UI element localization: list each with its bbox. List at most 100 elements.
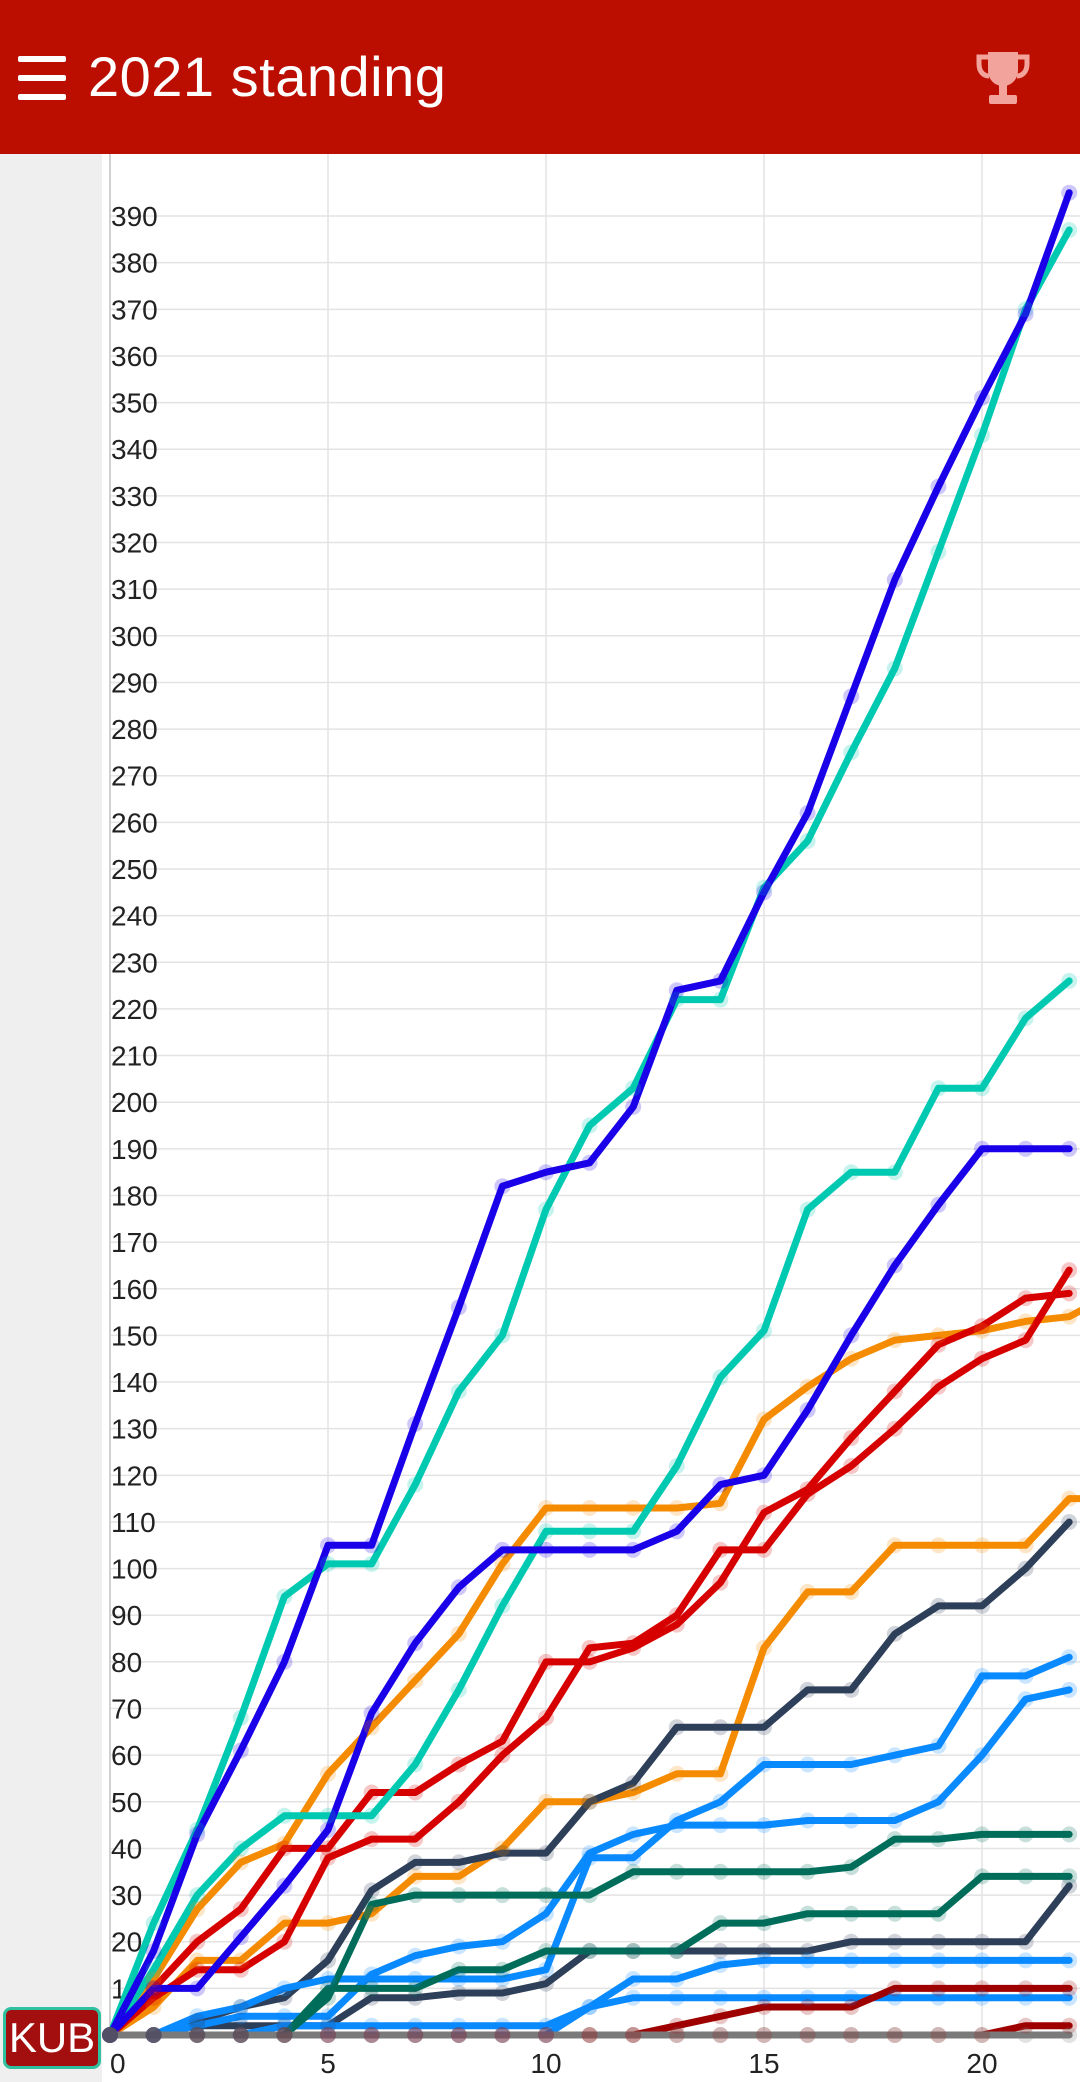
data-point — [625, 1784, 642, 1801]
x-tick-label: 5 — [320, 2048, 336, 2079]
data-point — [974, 1933, 990, 1950]
data-point — [1061, 1980, 1078, 1997]
data-point — [276, 2027, 293, 2043]
y-tick-label: 220 — [111, 994, 158, 1025]
data-point — [232, 2027, 249, 2043]
page-title: 2021 standing — [88, 45, 447, 108]
data-point — [886, 1332, 903, 1349]
data-point — [145, 2027, 162, 2043]
data-point — [102, 2027, 118, 2043]
menu-button[interactable] — [14, 50, 70, 106]
series-line-8[interactable] — [106, 1518, 1073, 2039]
data-point — [450, 1756, 467, 1773]
data-point — [494, 1555, 511, 1572]
data-point — [756, 1915, 772, 1932]
data-point — [407, 2027, 424, 2043]
data-point — [407, 2017, 424, 2034]
data-point — [930, 1336, 947, 1353]
data-point — [974, 1140, 990, 1157]
series-line-3[interactable] — [106, 1266, 1073, 2039]
data-point — [320, 1989, 336, 2006]
data-point — [799, 1486, 816, 1502]
y-tick-label: 390 — [111, 201, 158, 232]
data-point — [930, 2027, 947, 2043]
series-line-5[interactable] — [106, 977, 1073, 2039]
data-point — [450, 2017, 467, 2034]
y-tick-label: 360 — [111, 341, 158, 372]
y-tick-label: 190 — [111, 1134, 158, 1165]
data-point — [712, 1943, 729, 1959]
data-point — [668, 2017, 685, 2034]
data-point — [538, 1709, 554, 1726]
data-point — [1017, 1691, 1034, 1708]
data-point — [232, 1742, 249, 1759]
series-line-1[interactable] — [106, 1293, 1080, 2039]
data-point — [189, 2027, 206, 2043]
data-point — [668, 1458, 685, 1474]
data-point — [581, 1541, 598, 1558]
series-line-0[interactable] — [106, 1495, 1080, 2039]
data-point — [145, 1980, 162, 1997]
data-point — [538, 1500, 554, 1516]
data-point — [494, 1747, 511, 1764]
data-point — [799, 1681, 816, 1698]
y-tick-label: 200 — [111, 1087, 158, 1118]
data-point — [625, 1943, 642, 1959]
data-point — [145, 2027, 162, 2043]
data-point — [320, 1537, 336, 1554]
data-point — [189, 1826, 206, 1843]
data-point — [189, 1980, 206, 1997]
data-point — [843, 1933, 860, 1950]
data-point — [450, 1854, 467, 1871]
data-point — [494, 2027, 511, 2043]
data-point — [232, 1929, 249, 1946]
data-point — [974, 1980, 990, 1997]
data-point — [1061, 1877, 1078, 1894]
data-point — [145, 2027, 162, 2043]
data-point — [407, 1971, 424, 1987]
data-point — [102, 2027, 118, 2043]
series-lines — [106, 189, 1080, 2039]
data-point — [756, 1411, 772, 1428]
data-point — [756, 1322, 772, 1339]
data-point — [320, 1849, 336, 1866]
data-point — [320, 1971, 336, 1987]
hamburger-menu-icon — [18, 94, 66, 100]
data-point — [1017, 1667, 1034, 1684]
data-point — [625, 1849, 642, 1866]
data-point — [712, 1495, 729, 1512]
data-point — [276, 2027, 293, 2043]
data-point — [974, 1826, 990, 1843]
data-point — [1017, 1826, 1034, 1843]
data-point — [843, 1756, 860, 1773]
trophy-button[interactable] — [974, 48, 1032, 108]
series-line-6[interactable] — [106, 189, 1073, 2039]
y-tick-label: 380 — [111, 248, 158, 279]
y-tick-label: 270 — [111, 761, 158, 792]
data-point — [102, 2027, 118, 2043]
data-point — [407, 2027, 424, 2043]
data-point — [1061, 1140, 1078, 1157]
series-line-11[interactable] — [106, 1686, 1073, 2039]
data-point — [407, 2027, 424, 2043]
y-tick-label: 260 — [111, 807, 158, 838]
kub-badge[interactable]: KUB — [3, 2007, 101, 2069]
data-point — [974, 1667, 990, 1684]
data-point — [494, 2027, 511, 2043]
data-point — [799, 1999, 816, 2015]
data-point — [363, 1905, 380, 1922]
data-point — [625, 1826, 642, 1843]
data-point — [799, 1481, 816, 1498]
series-line-4[interactable] — [106, 226, 1073, 2039]
data-point — [1017, 1140, 1034, 1157]
data-point — [843, 1905, 860, 1922]
data-point — [450, 1579, 467, 1596]
data-point — [756, 2027, 772, 2043]
series-line-7[interactable] — [106, 1145, 1073, 2039]
data-point — [581, 1845, 598, 1862]
series-line-2[interactable] — [106, 1289, 1073, 2039]
data-point — [712, 1369, 729, 1386]
data-point — [843, 2027, 860, 2043]
data-point — [320, 1952, 336, 1969]
data-point — [974, 1597, 990, 1614]
